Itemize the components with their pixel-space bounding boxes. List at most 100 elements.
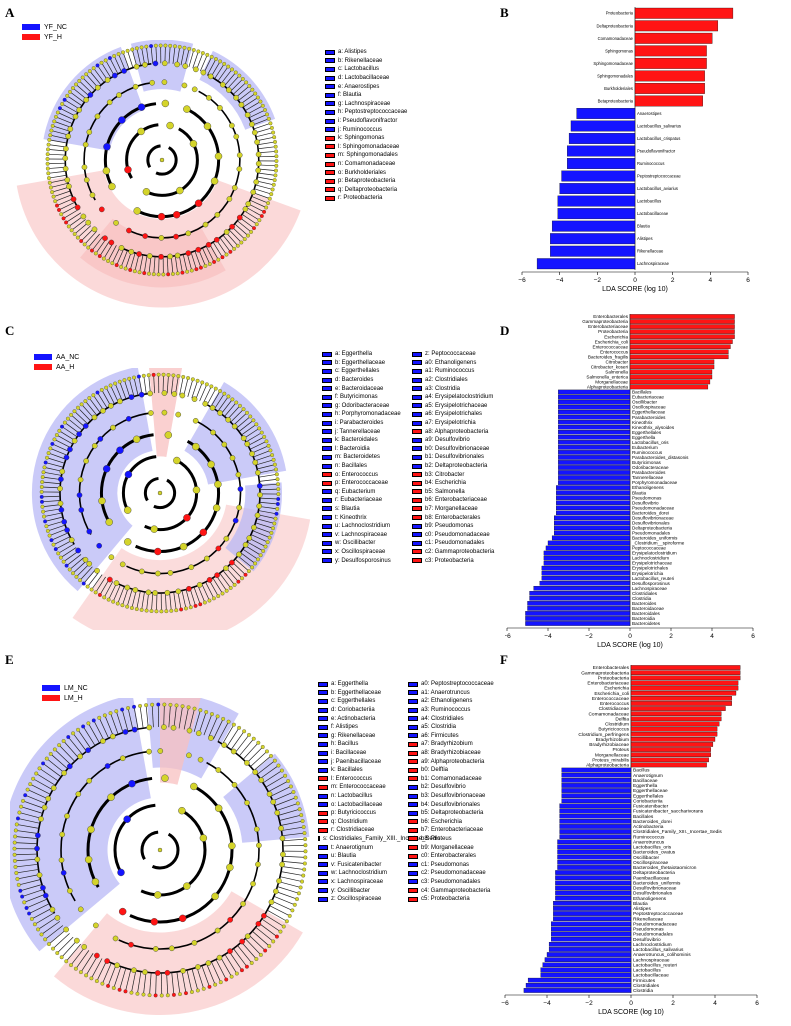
tree-node xyxy=(57,485,63,492)
legend-item-label: c2: Gammaproteobacteria xyxy=(425,548,495,555)
leaf-node xyxy=(213,57,218,61)
leaf-branch xyxy=(173,705,177,728)
tree-node xyxy=(186,727,193,734)
legend-item: a7: Erysipelotrichia xyxy=(412,419,498,428)
tree-node xyxy=(179,392,186,399)
leaf-branch xyxy=(83,569,96,584)
legend-item-label: j: Paenibacillaceae xyxy=(331,758,382,765)
tree-node xyxy=(202,221,209,228)
tree-node xyxy=(237,486,244,492)
root-node xyxy=(157,490,163,496)
leaf-branch xyxy=(233,948,248,967)
legend-item-label: c1: Pseudomonadales xyxy=(425,540,485,547)
leaf-branch xyxy=(208,579,219,597)
root-node xyxy=(157,847,163,853)
leaf-branch xyxy=(50,753,68,770)
tree-node xyxy=(229,223,235,230)
leaf-node xyxy=(272,758,277,763)
leaf-node xyxy=(153,993,158,998)
legend-item-label: d: Coriobacteriia xyxy=(331,707,375,714)
leaf-node xyxy=(108,383,113,388)
leaf-branch xyxy=(50,134,68,140)
tree-node xyxy=(117,868,125,877)
lda-bar xyxy=(525,621,631,626)
legend-item: c2: Gammaproteobacteria xyxy=(412,548,498,557)
leaf-branch xyxy=(220,956,232,977)
legend-item: p: Enterococcaceae xyxy=(322,479,408,488)
leaf-branch xyxy=(199,54,208,72)
leaf-node xyxy=(244,80,249,85)
nc-swatch xyxy=(318,733,328,739)
legend-item: w: Lachnoclostridium xyxy=(318,869,404,878)
tree-node xyxy=(244,760,250,766)
leaf-branch xyxy=(242,97,259,108)
tree-node xyxy=(108,182,116,191)
leaf-node xyxy=(27,911,32,916)
leaf-node xyxy=(25,787,30,792)
bar-label: Fusicatenibacter_saccharivorans xyxy=(633,809,704,815)
tree-node xyxy=(102,465,111,473)
leaf-branch xyxy=(179,376,184,395)
leaf-node xyxy=(303,843,308,848)
tree-node xyxy=(113,220,119,226)
leaf-node xyxy=(129,990,134,995)
leaf-branch xyxy=(269,905,290,917)
bar-label: Desulfovibrio xyxy=(632,500,659,505)
bar-label: Clostridia xyxy=(633,988,653,994)
legend-item: a4: Clostridiales xyxy=(408,714,494,723)
lda-bar xyxy=(634,57,707,69)
tree-node xyxy=(225,416,231,423)
legend-item-label: b8: Proteus xyxy=(421,835,452,842)
leaf-node xyxy=(166,373,171,377)
leaf-node xyxy=(54,433,59,438)
lda-bar xyxy=(559,824,632,829)
lda-bar xyxy=(556,490,631,495)
tree-node xyxy=(161,390,168,396)
leaf-node xyxy=(20,894,25,899)
legend-item-label: o: Lactobacillaceae xyxy=(331,801,383,808)
leaf-branch xyxy=(41,921,61,935)
tree-node xyxy=(104,763,111,769)
leaf-node xyxy=(45,161,50,166)
leaf-node xyxy=(261,548,266,553)
leaf-branch xyxy=(281,866,305,870)
leaf-branch xyxy=(192,51,199,69)
leaf-branch xyxy=(259,497,279,500)
leaf-branch xyxy=(252,192,270,199)
leaf-branch xyxy=(219,573,231,589)
lda-bar xyxy=(558,389,631,395)
leaf-node xyxy=(67,567,72,572)
leaf-node xyxy=(259,214,264,218)
leaf-node xyxy=(234,971,239,976)
nc-swatch xyxy=(322,377,332,383)
tree-node xyxy=(118,116,126,124)
leaf-node xyxy=(248,414,253,419)
bar-label: Clostridiaceae xyxy=(599,706,630,712)
legend-item-label: b0: Delftia xyxy=(421,767,449,774)
leaf-node xyxy=(45,455,49,460)
tree-node xyxy=(208,735,214,741)
legend-item-label: j: Ruminococcus xyxy=(338,126,383,133)
tree-node xyxy=(191,86,198,93)
leaf-branch xyxy=(120,250,128,268)
bar-label: Anaerostipes xyxy=(637,111,661,116)
lda-bar xyxy=(559,813,632,819)
legend-item-label: x: Lachnospiraceae xyxy=(331,878,384,885)
bar-label: Enterobacteriaceae xyxy=(587,681,629,687)
leaf-node xyxy=(83,399,88,404)
tree-node xyxy=(183,882,191,890)
leaf-node xyxy=(151,372,156,377)
nc-swatch xyxy=(322,429,332,435)
legend-item: a4: Erysipelatoclostridium xyxy=(412,393,498,402)
tree-node xyxy=(125,415,132,422)
leaf-node xyxy=(222,391,227,396)
leaf-node xyxy=(173,44,177,49)
lda-bar xyxy=(629,349,729,355)
leaf-branch xyxy=(146,592,149,611)
legend-item: a1: Anaerotruncus xyxy=(408,689,494,698)
leaf-branch xyxy=(55,540,73,550)
tree-node xyxy=(249,451,255,457)
leaf-node xyxy=(90,248,94,253)
leaf-node xyxy=(200,51,205,56)
leaf-branch xyxy=(255,184,273,190)
